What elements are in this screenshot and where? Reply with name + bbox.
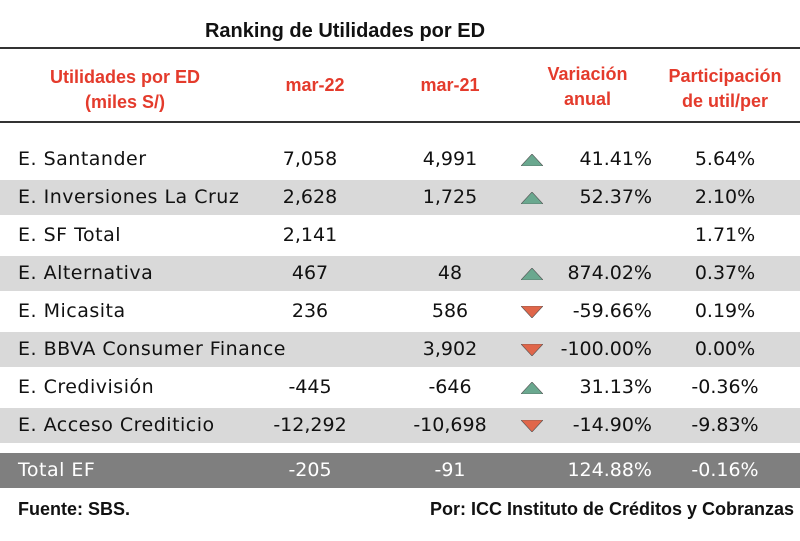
row-name: E. Santander bbox=[18, 148, 147, 170]
row-mar22 bbox=[250, 332, 370, 367]
row-mar21: -10,698 bbox=[413, 414, 487, 436]
row-name: E. Credivisión bbox=[18, 376, 155, 398]
header-variacion-line1: Variación bbox=[547, 64, 628, 84]
row-mar21: 1,725 bbox=[422, 186, 478, 208]
header-mar21: mar-21 bbox=[420, 75, 480, 95]
row-name: E. SF Total bbox=[18, 224, 121, 246]
total-mar22: -205 bbox=[288, 459, 332, 481]
row-participacion: 0.19% bbox=[694, 300, 756, 322]
header-variacion: Variación anual bbox=[520, 62, 655, 112]
row-mar22: 2,628 bbox=[282, 186, 338, 208]
total-participacion: -0.16% bbox=[691, 459, 759, 481]
row-mar21: 4,991 bbox=[422, 148, 478, 170]
row-participacion: -0.36% bbox=[691, 376, 759, 398]
row-participacion: 5.64% bbox=[694, 148, 756, 170]
header-variacion-line2: anual bbox=[563, 89, 611, 109]
row-variacion: 52.37% bbox=[579, 186, 652, 208]
triangle-down-icon bbox=[521, 344, 543, 356]
triangle-up-icon bbox=[521, 192, 543, 204]
header-entity-line1: Utilidades por ED bbox=[49, 67, 201, 87]
footer-author: Por: ICC Instituto de Créditos y Cobranz… bbox=[429, 499, 794, 519]
triangle-down-icon bbox=[521, 420, 543, 432]
header-entity-line2: (miles S/) bbox=[84, 92, 166, 112]
row-variacion: -100.00% bbox=[560, 338, 652, 360]
table-row: E. Santander 7,058 4,991 41.41% 5.64% bbox=[0, 142, 800, 177]
total-name: Total EF bbox=[18, 459, 96, 481]
row-mar21: -646 bbox=[428, 376, 472, 398]
total-row: Total EF -205 -91 124.88% -0.16% bbox=[0, 453, 800, 488]
footer-source: Fuente: SBS. bbox=[18, 499, 131, 519]
row-mar22: 236 bbox=[291, 300, 329, 322]
row-name: E. Micasita bbox=[18, 300, 126, 322]
table-row: E. Micasita 236 586 -59.66% 0.19% bbox=[0, 294, 800, 329]
row-variacion: 41.41% bbox=[579, 148, 652, 170]
row-name: E. Inversiones La Cruz bbox=[18, 186, 240, 208]
row-participacion: 1.71% bbox=[694, 224, 756, 246]
row-mar21: 48 bbox=[437, 262, 463, 284]
header-participacion: Participación de util/per bbox=[650, 64, 800, 114]
triangle-up-icon bbox=[521, 268, 543, 280]
table-row: E. BBVA Consumer Finance 3,902 -100.00% 0.0… bbox=[0, 332, 800, 367]
row-variacion: 31.13% bbox=[579, 376, 652, 398]
header-entity: Utilidades por ED (miles S/) bbox=[0, 65, 250, 115]
row-name: E. Acceso Crediticio bbox=[18, 414, 215, 436]
row-name: E. BBVA Consumer Finance bbox=[18, 338, 286, 360]
table-row: E. Inversiones La Cruz 2,628 1,725 52.37% 2.… bbox=[0, 180, 800, 215]
row-mar22: 467 bbox=[291, 262, 329, 284]
row-mar21 bbox=[385, 218, 515, 253]
row-variacion: -14.90% bbox=[572, 414, 652, 436]
header-participacion-line1: Participación bbox=[668, 66, 782, 86]
row-mar22: -445 bbox=[288, 376, 332, 398]
row-mar22: 2,141 bbox=[282, 224, 338, 246]
total-mar21: -91 bbox=[434, 459, 466, 481]
row-variacion: -59.66% bbox=[572, 300, 652, 322]
row-variacion: 874.02% bbox=[567, 262, 652, 284]
table-row: E. Alternativa 467 48 874.02% 0.37% bbox=[0, 256, 800, 291]
row-mar22: -12,292 bbox=[273, 414, 347, 436]
row-participacion: 2.10% bbox=[694, 186, 756, 208]
table-row: E. Acceso Crediticio -12,292 -10,698 -14.90… bbox=[0, 408, 800, 443]
row-participacion: 0.00% bbox=[694, 338, 756, 360]
row-mar21: 586 bbox=[431, 300, 469, 322]
header-mar22: mar-22 bbox=[285, 75, 345, 95]
triangle-up-icon bbox=[521, 382, 543, 394]
row-name: E. Alternativa bbox=[18, 262, 154, 284]
table-title: Ranking de Utilidades por ED bbox=[204, 20, 486, 42]
table-row: E. Credivisión -445 -646 31.13% -0.36% bbox=[0, 370, 800, 405]
triangle-up-icon bbox=[521, 154, 543, 166]
table-row: E. SF Total 2,141 1.71% bbox=[0, 218, 800, 253]
row-mar22: 7,058 bbox=[282, 148, 338, 170]
row-participacion: 0.37% bbox=[694, 262, 756, 284]
header-divider bbox=[0, 121, 800, 123]
total-variacion: 124.88% bbox=[567, 459, 652, 481]
row-participacion: -9.83% bbox=[691, 414, 759, 436]
top-divider bbox=[0, 47, 800, 49]
header-participacion-line2: de util/per bbox=[681, 91, 768, 111]
row-mar21: 3,902 bbox=[422, 338, 478, 360]
triangle-down-icon bbox=[521, 306, 543, 318]
